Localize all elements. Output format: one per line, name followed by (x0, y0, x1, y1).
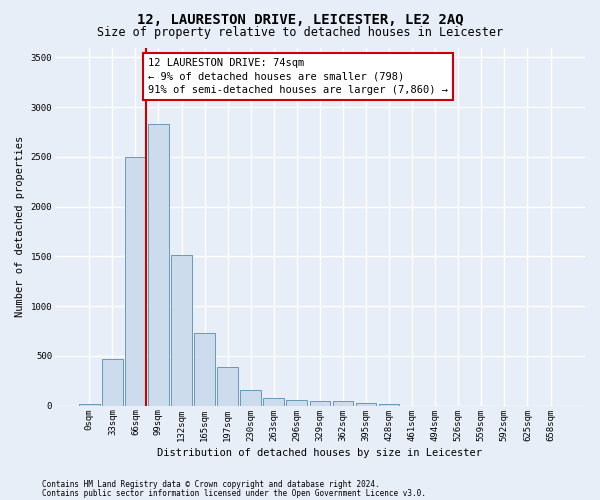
Bar (148, 124, 169, 406)
Text: 12 LAURESTON DRIVE: 74sqm
← 9% of detached houses are smaller (798)
91% of semi-: 12 LAURESTON DRIVE: 74sqm ← 9% of detach… (148, 58, 448, 95)
Bar (263, 398, 284, 406)
Text: Contains public sector information licensed under the Open Government Licence v3: Contains public sector information licen… (42, 488, 426, 498)
X-axis label: Distribution of detached houses by size in Leicester: Distribution of detached houses by size … (157, 448, 482, 458)
Bar (356, 402, 376, 406)
Text: Size of property relative to detached houses in Leicester: Size of property relative to detached ho… (97, 26, 503, 39)
Bar (217, 366, 238, 406)
Text: Contains HM Land Registry data © Crown copyright and database right 2024.: Contains HM Land Registry data © Crown c… (42, 480, 380, 489)
Bar (125, 157, 146, 406)
Y-axis label: Number of detached properties: Number of detached properties (15, 136, 25, 317)
Bar (171, 256, 192, 406)
Text: 12, LAURESTON DRIVE, LEICESTER, LE2 2AQ: 12, LAURESTON DRIVE, LEICESTER, LE2 2AQ (137, 12, 463, 26)
Bar (241, 390, 261, 406)
Bar (332, 401, 353, 406)
Bar (79, 404, 100, 406)
Bar (310, 400, 330, 406)
Bar (379, 404, 400, 406)
Bar (194, 333, 215, 406)
Bar (286, 400, 307, 406)
Bar (102, 359, 123, 406)
